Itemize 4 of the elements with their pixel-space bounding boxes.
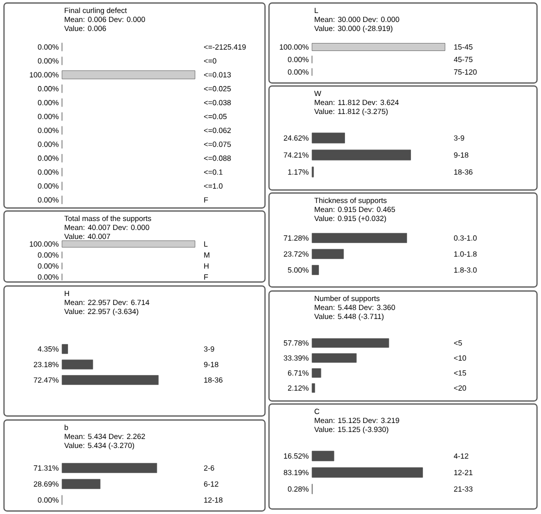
bar [312,368,322,378]
bar [312,338,390,348]
bar [312,353,357,363]
bar [312,383,316,393]
